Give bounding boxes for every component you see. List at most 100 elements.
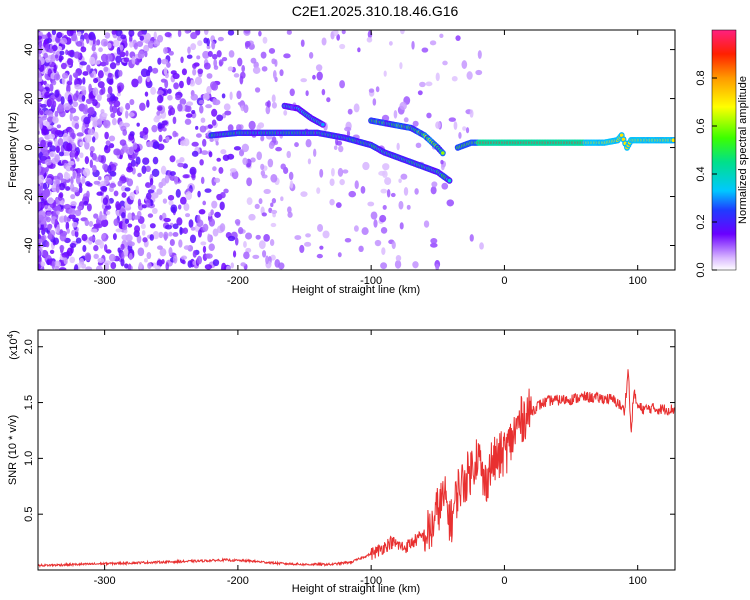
spectrogram-cell (172, 72, 180, 80)
spectrogram-cell (177, 162, 185, 168)
spectrogram-cell (380, 262, 388, 270)
spectrogram-cell (333, 30, 339, 37)
spectrogram-cell (167, 194, 175, 201)
spectrogram-cell (151, 192, 159, 199)
spectrogram-cell (74, 264, 79, 270)
spectrogram-cell (322, 230, 330, 239)
spectrogram-cell (421, 47, 429, 53)
ridge-core (447, 178, 452, 183)
colorbar-tick-label: 0.0 (695, 262, 707, 277)
spectrogram-cell (38, 167, 41, 177)
spectrogram-cell (98, 176, 102, 181)
spectrogram-cell (74, 209, 82, 217)
spectrogram-cell (132, 215, 141, 220)
spectrogram-cell (38, 40, 43, 48)
spectrogram-cell (47, 179, 53, 185)
spectrogram-cell (248, 213, 256, 221)
spectrogram-cell (131, 78, 139, 88)
spectrogram-cell (74, 122, 80, 130)
spectrogram-cell (60, 96, 65, 105)
spectrogram-cell (68, 214, 76, 220)
spectrogram-cell (205, 104, 213, 109)
spectrogram-cell (342, 169, 349, 174)
spectrogram-cell (156, 188, 163, 195)
spectrogram-cell (162, 198, 168, 204)
spectrogram-cell (40, 34, 48, 40)
spectrogram-cell (379, 214, 387, 223)
spectrogram-cell (357, 47, 361, 53)
spectrogram-cell (115, 30, 123, 37)
spectrogram-cell (233, 146, 242, 151)
spectrogram-cell (254, 203, 260, 210)
spectrogram-cell (339, 178, 345, 186)
colorbar-tick-label: 0.8 (695, 70, 707, 85)
spectrogram-cell (61, 252, 69, 258)
spectrogram-cell (107, 72, 113, 78)
chart-title: C2E1.2025.310.18.46.G16 (292, 3, 459, 19)
spectrogram-cell (178, 80, 184, 89)
spectrogram-cell (319, 168, 324, 178)
spectrogram-cell (108, 79, 114, 86)
spectrogram-cell (70, 176, 74, 185)
spectrogram-cell (185, 213, 191, 218)
y-tick-label: 1.0 (23, 451, 35, 466)
spectrogram-cell (120, 243, 125, 251)
spectrogram-cell (38, 71, 42, 78)
spectrogram-cell (136, 122, 140, 127)
spectrogram-cell (245, 232, 253, 240)
spectrogram-cell (84, 104, 88, 113)
spectrogram-cell (104, 32, 111, 39)
spectrogram-cell (186, 76, 191, 86)
spectrogram-frame (37, 29, 676, 271)
spectrogram-cell (38, 238, 44, 244)
spectrogram-cell (72, 101, 79, 108)
spectrogram-cell (446, 199, 455, 207)
spectrogram-cell (188, 219, 194, 228)
spectrogram-cell (49, 145, 56, 153)
spectrogram-cell (103, 244, 108, 252)
spectrogram-cell (84, 140, 90, 150)
spectrogram-cell (123, 247, 129, 257)
spectrogram-cell (144, 91, 149, 97)
spectrogram-cell (243, 240, 247, 248)
spectrogram-cell (38, 174, 45, 183)
spectrogram-cell (179, 156, 185, 163)
spectrogram-cell (38, 201, 42, 211)
colorbar-label: Normalized spectral amplitude (737, 76, 749, 224)
spectrogram-cell (60, 199, 65, 206)
spectrogram-cell (168, 200, 174, 206)
spectrogram-cell (122, 221, 128, 231)
spectrogram-cell (71, 229, 76, 237)
spectrogram-cell (128, 146, 135, 154)
spectrogram-cell (336, 33, 340, 41)
spectrogram-cell (109, 62, 117, 70)
spectrogram-cell (190, 226, 196, 231)
spectrogram-cell (195, 133, 202, 138)
spectrogram-x-ticks: -300 -200 -100 0 100 (94, 30, 647, 287)
spectrogram-cell (168, 247, 173, 256)
spectrogram-cell (43, 52, 48, 59)
spectrogram-cell (44, 91, 51, 98)
spectrogram-cell (258, 240, 266, 250)
spectrogram-cell (151, 124, 158, 133)
spectrogram-cell (74, 84, 82, 90)
spectrogram-cell (147, 213, 154, 218)
spectrogram-cell (190, 93, 199, 101)
spectrogram-cell (104, 144, 109, 151)
spectrogram-cell (105, 249, 112, 254)
spectrogram-cell (353, 225, 359, 232)
spectrogram-cell (212, 97, 217, 106)
spectrogram-cell (70, 194, 76, 200)
spectrogram-cell (39, 155, 47, 161)
spectrogram-cell (200, 117, 206, 123)
spectrogram-cell (167, 94, 173, 101)
spectrogram-cell (88, 31, 96, 41)
spectrogram-cell (63, 102, 71, 111)
spectrogram-cell (167, 88, 172, 94)
spectrogram-cell (153, 116, 160, 123)
spectrogram-cell (254, 87, 261, 93)
spectrogram-cell (139, 132, 146, 137)
spectrogram-cell (44, 158, 52, 166)
spectrogram-cell (78, 186, 83, 194)
spectrogram-cell (197, 190, 201, 198)
